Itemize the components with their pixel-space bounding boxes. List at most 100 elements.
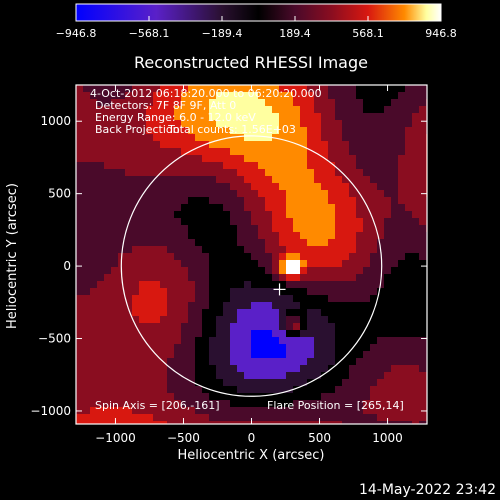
heatmap-cell xyxy=(146,127,153,134)
heatmap-cell xyxy=(216,407,223,414)
heatmap-cell xyxy=(307,309,314,316)
heatmap-cell xyxy=(321,183,328,190)
heatmap-cell xyxy=(349,351,356,358)
heatmap-cell xyxy=(111,148,118,155)
heatmap-cell xyxy=(230,225,237,232)
heatmap-cell xyxy=(384,407,391,414)
heatmap-cell xyxy=(279,155,286,162)
heatmap-cell xyxy=(279,344,286,351)
heatmap-cell xyxy=(377,183,384,190)
heatmap-cell xyxy=(377,260,384,267)
heatmap-cell xyxy=(398,309,405,316)
heatmap-cell xyxy=(405,400,412,407)
heatmap-cell xyxy=(251,365,258,372)
heatmap-cell xyxy=(363,351,370,358)
heatmap-cell xyxy=(209,190,216,197)
heatmap-cell xyxy=(342,85,349,92)
heatmap-cell xyxy=(321,204,328,211)
heatmap-cell xyxy=(83,309,90,316)
heatmap-cell xyxy=(321,267,328,274)
heatmap-cell xyxy=(391,365,398,372)
heatmap-cell xyxy=(279,127,286,134)
heatmap-cell xyxy=(279,372,286,379)
heatmap-cell xyxy=(195,267,202,274)
heatmap-cell xyxy=(174,183,181,190)
heatmap-cell xyxy=(104,197,111,204)
heatmap-cell xyxy=(195,414,202,421)
heatmap-cell xyxy=(300,372,307,379)
heatmap-cell xyxy=(377,421,384,424)
heatmap-cell xyxy=(286,365,293,372)
heatmap-cell xyxy=(405,267,412,274)
heatmap-cell xyxy=(132,295,139,302)
heatmap-cell xyxy=(370,134,377,141)
heatmap-cell xyxy=(83,323,90,330)
heatmap-cell xyxy=(307,253,314,260)
heatmap-cell xyxy=(160,393,167,400)
heatmap-cell xyxy=(391,113,398,120)
heatmap-cell xyxy=(412,358,419,365)
heatmap-cell xyxy=(104,302,111,309)
heatmap-cell xyxy=(349,379,356,386)
heatmap-cell xyxy=(328,211,335,218)
heatmap-cell xyxy=(398,85,405,92)
heatmap-cell xyxy=(349,232,356,239)
heatmap-cell xyxy=(356,379,363,386)
heatmap-cell xyxy=(258,246,265,253)
heatmap-cell xyxy=(258,295,265,302)
heatmap-cell xyxy=(363,239,370,246)
heatmap-cell xyxy=(153,281,160,288)
heatmap-cell xyxy=(160,253,167,260)
heatmap-cell xyxy=(153,211,160,218)
heatmap-cell xyxy=(405,316,412,323)
heatmap-cell xyxy=(265,92,272,99)
heatmap-cell xyxy=(244,141,251,148)
heatmap-cell xyxy=(342,106,349,113)
heatmap-cell xyxy=(167,127,174,134)
heatmap-cell xyxy=(419,295,426,302)
heatmap-cell xyxy=(195,288,202,295)
x-tick-label: −500 xyxy=(167,431,200,445)
heatmap-cell xyxy=(370,141,377,148)
heatmap-cell xyxy=(335,344,342,351)
y-tick-label: 500 xyxy=(48,187,71,201)
heatmap-cell xyxy=(335,148,342,155)
heatmap-cell xyxy=(398,246,405,253)
heatmap-cell xyxy=(188,141,195,148)
heatmap-cell xyxy=(412,379,419,386)
heatmap-cell xyxy=(202,113,209,120)
heatmap-cell xyxy=(349,393,356,400)
heatmap-cell xyxy=(363,246,370,253)
energy-range-text: Energy Range: 6.0 - 12.0 keV xyxy=(95,111,256,124)
heatmap-cell xyxy=(153,134,160,141)
heatmap-cell xyxy=(181,414,188,421)
heatmap-cell xyxy=(139,267,146,274)
heatmap-cell xyxy=(209,309,216,316)
heatmap-cell xyxy=(314,85,321,92)
heatmap-cell xyxy=(419,127,426,134)
heatmap-cell xyxy=(104,190,111,197)
heatmap-cell xyxy=(167,211,174,218)
heatmap-cell xyxy=(258,113,265,120)
heatmap-cell xyxy=(307,162,314,169)
heatmap-cell xyxy=(405,337,412,344)
heatmap-cell xyxy=(398,253,405,260)
heatmap-cell xyxy=(398,295,405,302)
heatmap-cell xyxy=(90,316,97,323)
heatmap-cell xyxy=(286,274,293,281)
heatmap-cell xyxy=(300,162,307,169)
heatmap-cell xyxy=(251,274,258,281)
heatmap-cell xyxy=(356,393,363,400)
heatmap-cell xyxy=(286,372,293,379)
heatmap-cell xyxy=(90,309,97,316)
heatmap-cell xyxy=(419,239,426,246)
heatmap-cell xyxy=(342,393,349,400)
heatmap-cell xyxy=(188,99,195,106)
heatmap-cell xyxy=(216,197,223,204)
heatmap-cell xyxy=(321,106,328,113)
y-tick-label: −1000 xyxy=(30,404,71,418)
heatmap-cell xyxy=(321,386,328,393)
heatmap-cell xyxy=(412,309,419,316)
heatmap-cell xyxy=(167,358,174,365)
heatmap-cell xyxy=(321,288,328,295)
